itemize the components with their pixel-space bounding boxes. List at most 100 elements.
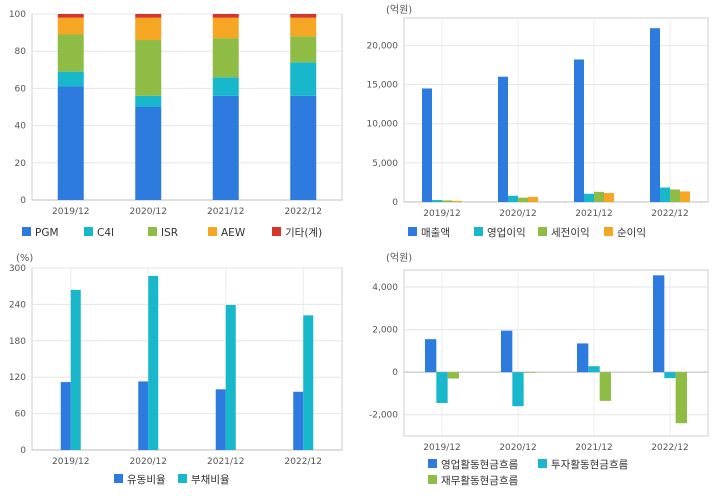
legend-swatch (84, 227, 93, 236)
legend-label: 투자활동현금흐름 (551, 458, 629, 471)
chart-4: -2,000 0 2,000 4,000 2019/12 2020/12 2021/12 20… (369, 252, 709, 487)
legend-label: 재무활동현금흐름 (441, 474, 519, 487)
bar-1 (60, 382, 71, 450)
bar-3 (212, 38, 239, 78)
y-tick-label: 5,000 (372, 159, 398, 169)
bar-2 (70, 289, 81, 450)
bar-2 (290, 62, 317, 96)
legend-swatch (22, 227, 31, 236)
bar-2 (436, 372, 448, 404)
legend-swatch (474, 227, 483, 236)
x-tick-label: 2020/12 (499, 209, 536, 219)
unit-label: (억원) (386, 252, 412, 264)
x-tick-label: 2022/12 (285, 457, 322, 467)
unit-label: (억원) (386, 4, 412, 16)
legend-swatch (538, 227, 547, 236)
y-tick-label: -2,000 (369, 411, 398, 421)
x-tick-label: 2019/12 (423, 209, 460, 219)
bar-4 (680, 191, 690, 202)
y-tick-label: 180 (9, 337, 26, 347)
y-tick-label: 60 (15, 84, 27, 94)
bar-1 (650, 28, 660, 202)
y-tick-label: 0 (20, 446, 26, 456)
bar-1 (57, 86, 84, 200)
x-tick-label: 2020/12 (130, 207, 167, 217)
bar-4 (604, 192, 614, 202)
bar-1 (577, 343, 589, 373)
bar-3 (442, 200, 452, 202)
legend-swatch (604, 227, 613, 236)
bar-4 (528, 196, 538, 202)
bar-1 (215, 389, 226, 450)
unit-label: (%) (16, 253, 33, 264)
bar-1 (135, 107, 162, 200)
legend-label: 매출액 (421, 227, 450, 239)
y-tick-label: 2,000 (372, 326, 398, 336)
legend-swatch (208, 227, 217, 236)
y-tick-label: 20,000 (367, 41, 399, 51)
bar-3 (57, 34, 84, 72)
legend-swatch (538, 459, 547, 468)
y-tick-label: 20 (15, 159, 27, 169)
legend-label: ISR (161, 227, 178, 239)
bar-4 (452, 200, 462, 202)
bar-3 (523, 372, 535, 373)
bar-4 (290, 17, 317, 37)
y-tick-label: 15,000 (367, 81, 399, 91)
bar-2 (512, 372, 524, 407)
bar-4 (57, 17, 84, 35)
legend-label: C4I (97, 227, 114, 239)
bar-5 (57, 14, 84, 18)
bar-1 (290, 95, 317, 200)
y-tick-label: 120 (9, 373, 26, 383)
legend-label: 세전이익 (551, 227, 590, 239)
bar-3 (135, 40, 162, 96)
bar-5 (290, 14, 317, 18)
bar-3 (447, 372, 459, 379)
bar-1 (501, 330, 513, 373)
x-tick-label: 2021/12 (575, 443, 612, 453)
chart-1: 0 20 40 60 80 100 2019/12 2020/12 2021/12 2022/12… (9, 10, 343, 239)
bar-2 (664, 372, 676, 379)
legend-label: 영업활동현금흐름 (441, 458, 519, 471)
bar-3 (594, 191, 604, 202)
x-tick-label: 2019/12 (423, 443, 460, 453)
bar-1 (293, 391, 304, 450)
y-tick-label: 0 (392, 368, 398, 378)
y-tick-label: 300 (9, 264, 26, 274)
bar-2 (303, 315, 314, 450)
bar-4 (135, 17, 162, 41)
x-tick-label: 2020/12 (499, 443, 536, 453)
x-tick-label: 2022/12 (651, 443, 688, 453)
x-tick-label: 2021/12 (575, 209, 612, 219)
bar-1 (653, 275, 665, 373)
legend-swatch (148, 227, 157, 236)
x-tick-label: 2022/12 (651, 209, 688, 219)
chart-3: 0 60 120 180 240 300 2019/12 2020/12 2021/12 2022… (9, 253, 343, 486)
y-tick-label: 4,000 (372, 283, 398, 293)
y-tick-label: 100 (9, 10, 26, 20)
bar-1 (574, 59, 584, 203)
legend-label: 기타(계) (285, 227, 322, 239)
bar-1 (422, 88, 432, 202)
bar-3 (670, 189, 680, 202)
bar-3 (599, 372, 611, 401)
legend-label: 영업이익 (487, 226, 526, 239)
legend-label: 유동비율 (127, 474, 166, 486)
bar-5 (135, 14, 162, 18)
bar-3 (675, 372, 687, 424)
bar-2 (212, 77, 239, 96)
bar-3 (518, 197, 528, 202)
bar-2 (57, 71, 84, 87)
legend-swatch (408, 227, 417, 236)
legend-swatch (178, 474, 187, 483)
bar-5 (212, 14, 239, 18)
bar-1 (425, 339, 437, 373)
legend-label: AEW (221, 227, 246, 239)
legend-swatch (428, 459, 437, 468)
x-tick-label: 2022/12 (285, 207, 322, 217)
y-tick-label: 240 (9, 300, 26, 310)
x-tick-label: 2019/12 (52, 457, 89, 467)
